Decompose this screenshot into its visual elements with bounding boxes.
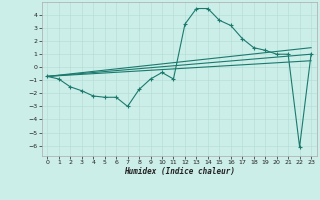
X-axis label: Humidex (Indice chaleur): Humidex (Indice chaleur): [124, 167, 235, 176]
